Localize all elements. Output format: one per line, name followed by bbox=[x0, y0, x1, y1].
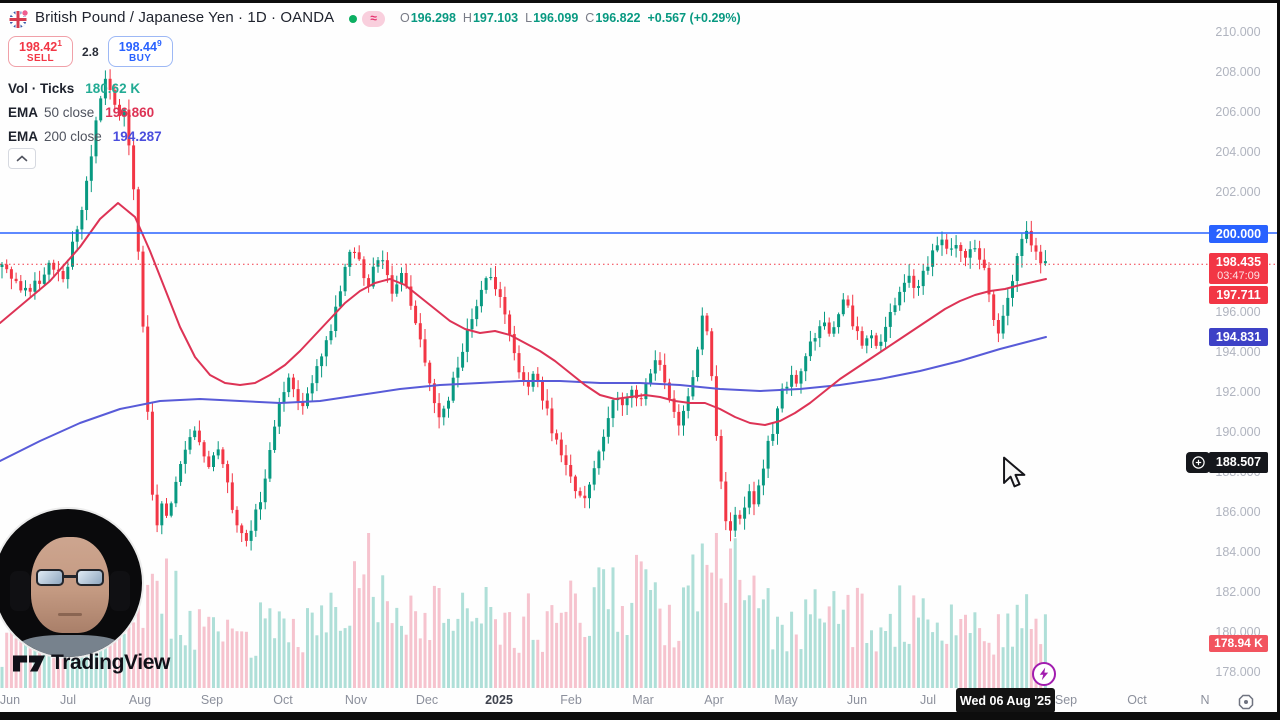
price-tick: 178.000 bbox=[1215, 665, 1261, 679]
ohlc-readout: O196.298 H197.103 L196.099 C196.822 +0.5… bbox=[400, 11, 741, 25]
indicator-legend: Vol · Ticks 180.62 K EMA 50 close 196.86… bbox=[8, 76, 162, 148]
legend-volume[interactable]: Vol · Ticks 180.62 K bbox=[8, 80, 141, 96]
crosshair-price-label: 188.507 bbox=[1209, 452, 1268, 473]
price-tick: 208.000 bbox=[1215, 65, 1261, 79]
time-axis-label: Nov bbox=[344, 693, 368, 707]
tradingview-watermark: TradingView bbox=[13, 651, 170, 675]
ema200-axis-label: 194.831 bbox=[1209, 328, 1268, 346]
legend-collapse-button[interactable] bbox=[8, 148, 36, 169]
chevron-up-icon bbox=[16, 155, 28, 162]
ema200-value: 194.287 bbox=[112, 128, 162, 144]
price-tick: 194.000 bbox=[1215, 345, 1261, 359]
add-alert-plus-button[interactable] bbox=[1186, 452, 1210, 473]
ema50-axis-label: 197.711 bbox=[1209, 286, 1268, 304]
price-tick: 202.000 bbox=[1215, 185, 1261, 199]
time-axis-label: Jun bbox=[0, 693, 21, 707]
time-axis-label: Mar bbox=[632, 693, 654, 707]
time-axis-label: Jun bbox=[846, 693, 868, 707]
low-value: 196.099 bbox=[533, 11, 579, 25]
tradingview-logo-icon bbox=[13, 655, 45, 671]
sell-button[interactable]: 198.421 SELL bbox=[8, 36, 73, 67]
timezone-settings-gear-icon[interactable] bbox=[1238, 694, 1254, 710]
high-value: 197.103 bbox=[472, 11, 519, 25]
mouse-cursor bbox=[1003, 456, 1026, 488]
time-axis-label: 2025 bbox=[485, 693, 513, 707]
crosshair-date-tooltip: Wed 06 Aug '25 bbox=[956, 688, 1055, 713]
time-axis-label: N bbox=[1200, 693, 1210, 707]
legend-ema200[interactable]: EMA 200 close 194.287 bbox=[8, 128, 162, 144]
ema50-value: 196.860 bbox=[105, 104, 155, 120]
time-axis-label: Jul bbox=[60, 693, 76, 707]
glasses-bridge bbox=[63, 575, 77, 578]
volume-axis-label: 178.94 K bbox=[1209, 635, 1268, 652]
close-value: 196.822 bbox=[595, 11, 641, 25]
price-tick: 184.000 bbox=[1215, 545, 1261, 559]
data-mode-icon[interactable]: ≈ bbox=[362, 11, 385, 27]
headphone-right bbox=[110, 571, 130, 611]
time-axis-label: Dec bbox=[415, 693, 439, 707]
time-axis-label: Aug bbox=[128, 693, 152, 707]
avatar-shirt bbox=[18, 635, 122, 657]
price-tick: 192.000 bbox=[1215, 385, 1261, 399]
legend-ema50[interactable]: EMA 50 close 196.860 bbox=[8, 104, 155, 120]
last-price-label: 198.435 03:47:09 bbox=[1209, 253, 1268, 284]
time-axis-label: May bbox=[774, 693, 798, 707]
price-tick: 204.000 bbox=[1215, 145, 1261, 159]
trade-panel: 198.421 SELL 2.8 198.449 BUY bbox=[8, 36, 173, 67]
avatar-mouth bbox=[58, 613, 82, 616]
headphone-left bbox=[10, 571, 30, 611]
time-axis-label: Feb bbox=[560, 693, 582, 707]
glasses-left-lens bbox=[36, 569, 64, 586]
lightning-bolt-icon bbox=[1039, 667, 1049, 681]
instant-order-button[interactable] bbox=[1032, 662, 1056, 686]
time-axis-label: Apr bbox=[704, 693, 724, 707]
volume-value: 180.62 K bbox=[85, 80, 141, 96]
open-value: 196.298 bbox=[410, 11, 456, 25]
buy-button[interactable]: 198.449 BUY bbox=[107, 36, 173, 67]
webcam-avatar bbox=[0, 507, 144, 659]
time-axis-label: Oct bbox=[1127, 693, 1147, 707]
horizontal-line-price-label: 200.000 bbox=[1209, 225, 1268, 243]
letterbox-bottom bbox=[0, 712, 1280, 720]
plus-circle-icon bbox=[1191, 456, 1205, 469]
time-axis-label: Oct bbox=[273, 693, 293, 707]
price-tick: 206.000 bbox=[1215, 105, 1261, 119]
glasses-right-lens bbox=[76, 569, 104, 586]
price-tick: 196.000 bbox=[1215, 305, 1261, 319]
change-value: +0.567 (+0.29%) bbox=[647, 11, 741, 25]
symbol-header: British Pound / Japanese Yen · 1D · OAND… bbox=[0, 3, 1270, 33]
price-tick: 182.000 bbox=[1215, 585, 1261, 599]
price-tick: 210.000 bbox=[1215, 25, 1261, 39]
time-axis-label: Sep bbox=[200, 693, 224, 707]
market-open-dot[interactable] bbox=[349, 15, 357, 23]
symbol-title[interactable]: British Pound / Japanese Yen · 1D · OAND… bbox=[35, 9, 335, 26]
time-axis-label: Jul bbox=[920, 693, 936, 707]
bar-countdown: 03:47:09 bbox=[1217, 270, 1260, 282]
spread-value: 2.8 bbox=[82, 44, 99, 59]
letterbox-right bbox=[1277, 0, 1280, 712]
tradingview-logo-text: TradingView bbox=[51, 651, 170, 674]
time-axis-label: Sep bbox=[1054, 693, 1078, 707]
gbp-flag-icon bbox=[9, 9, 29, 28]
price-tick: 190.000 bbox=[1215, 425, 1261, 439]
letterbox-top bbox=[0, 0, 1280, 3]
price-tick: 186.000 bbox=[1215, 505, 1261, 519]
